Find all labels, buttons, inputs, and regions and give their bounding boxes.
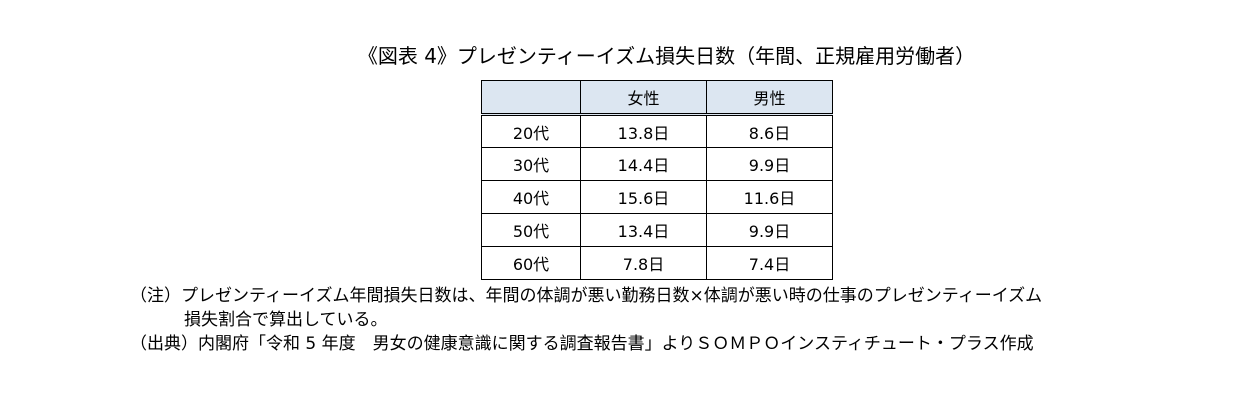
age-cell: 50代 bbox=[481, 213, 581, 247]
data-table: 女性 男性 20代 13.8日 8.6日 30代 14.4日 9.9日 40代 … bbox=[481, 80, 833, 280]
notes-block: （注）プレゼンティーイズム年間損失日数は、年間の体調が悪い勤務日数×体調が悪い時… bbox=[130, 284, 1042, 356]
table-header-row: 女性 男性 bbox=[481, 80, 833, 116]
header-cell-age bbox=[481, 80, 581, 116]
male-cell: 9.9日 bbox=[706, 213, 833, 247]
note-text-continued: 損失割合で算出している。 bbox=[184, 310, 388, 330]
male-cell: 11.6日 bbox=[706, 180, 833, 214]
male-cell: 8.6日 bbox=[706, 114, 833, 148]
table-row: 20代 13.8日 8.6日 bbox=[481, 114, 833, 148]
note-text: （注）プレゼンティーイズム年間損失日数は、年間の体調が悪い勤務日数×体調が悪い時… bbox=[130, 286, 1043, 306]
female-cell: 15.6日 bbox=[580, 180, 707, 214]
header-cell-male: 男性 bbox=[706, 80, 833, 116]
header-cell-female: 女性 bbox=[580, 80, 707, 116]
figure-title: 《図表 4》プレゼンティーイズム損失日数（年間、正規雇用労働者） bbox=[357, 44, 976, 68]
age-cell: 40代 bbox=[481, 180, 581, 214]
age-cell: 20代 bbox=[481, 114, 581, 148]
source-text: （出典）内閣府「令和 5 年度 男女の健康意識に関する調査報告書」よりＳＯＭＰＯ… bbox=[130, 334, 1034, 354]
male-cell: 7.4日 bbox=[706, 246, 833, 280]
female-cell: 14.4日 bbox=[580, 147, 707, 181]
table-row: 40代 15.6日 11.6日 bbox=[481, 180, 833, 214]
female-cell: 7.8日 bbox=[580, 246, 707, 280]
female-cell: 13.8日 bbox=[580, 114, 707, 148]
table-row: 30代 14.4日 9.9日 bbox=[481, 147, 833, 181]
female-cell: 13.4日 bbox=[580, 213, 707, 247]
table-row: 60代 7.8日 7.4日 bbox=[481, 246, 833, 280]
male-cell: 9.9日 bbox=[706, 147, 833, 181]
age-cell: 60代 bbox=[481, 246, 581, 280]
table-row: 50代 13.4日 9.9日 bbox=[481, 213, 833, 247]
age-cell: 30代 bbox=[481, 147, 581, 181]
